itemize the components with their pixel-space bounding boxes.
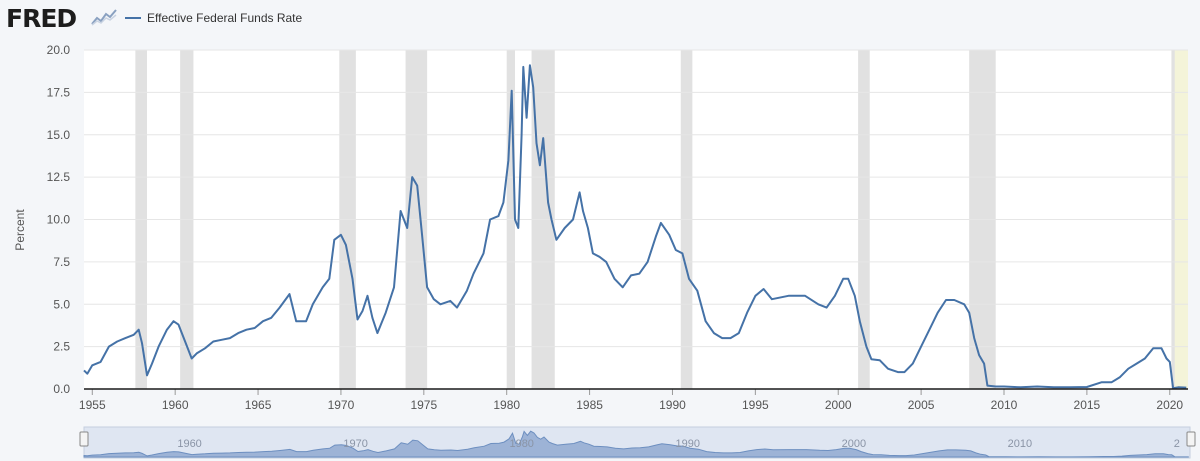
series-line (83, 64, 1187, 390)
x-tick-label: 1975 (410, 398, 437, 412)
y-tick-label: 17.5 (47, 85, 71, 99)
x-tick-label: 2020 (1156, 398, 1183, 412)
x-tick-label: 1960 (162, 398, 189, 412)
navigator-label: 1980 (509, 438, 533, 450)
y-tick-label: 2.5 (53, 340, 70, 354)
y-tick-label: 15.0 (47, 128, 71, 142)
y-tick-label: 5.0 (53, 297, 70, 311)
y-axis-label: Percent (13, 209, 27, 251)
y-tick-label: 10.0 (47, 213, 71, 227)
x-tick-label: 1970 (328, 398, 355, 412)
x-tick-label: 2005 (908, 398, 935, 412)
x-tick-label: 2010 (991, 398, 1018, 412)
navigator-labels: 1960 1970 1980 1990 2000 2010 2 (177, 438, 1180, 450)
fred-logo[interactable]: FRED (6, 4, 77, 33)
navigator-label: 1990 (676, 438, 700, 450)
navigator-area (83, 430, 1189, 458)
trend-graph-icon (91, 9, 117, 26)
x-tick-label: 1955 (79, 398, 106, 412)
legend-swatch (125, 17, 141, 19)
x-tick-label: 1985 (576, 398, 603, 412)
navigator-label: 2010 (1008, 438, 1032, 450)
x-tick-label: 1995 (742, 398, 769, 412)
x-tick-label: 1990 (659, 398, 686, 412)
navigator-label: 1970 (343, 438, 367, 450)
navigator-label: 2000 (842, 438, 866, 450)
x-tick-label: 1980 (493, 398, 520, 412)
x-axis: 1955 1960 1965 1970 1975 1980 1985 1990 1995 2000… (79, 389, 1183, 412)
navigator-left-handle[interactable] (79, 431, 89, 447)
navigator-right-handle[interactable] (1186, 431, 1196, 447)
navigator[interactable]: 1960 1970 1980 1990 2000 2010 2 (79, 426, 1196, 459)
header: FRED Effective Federal Funds Rate (0, 0, 1200, 38)
navigator-label: 1960 (177, 438, 201, 450)
y-tick-label: 0.0 (53, 382, 70, 396)
x-tick-label: 2000 (825, 398, 852, 412)
gridlines (84, 49, 1188, 348)
y-axis: 0.0 2.5 5.0 7.5 10.0 12.5 15.0 17.5 20.0 (47, 43, 71, 396)
navigator-label: 2 (1174, 438, 1180, 450)
y-tick-label: 20.0 (47, 43, 71, 57)
y-tick-label: 12.5 (47, 170, 71, 184)
y-tick-label: 7.5 (53, 255, 70, 269)
x-tick-label: 2015 (1074, 398, 1101, 412)
legend-series-label: Effective Federal Funds Rate (147, 11, 303, 25)
chart-legend[interactable]: Effective Federal Funds Rate (125, 11, 302, 25)
x-tick-label: 1965 (245, 398, 272, 412)
